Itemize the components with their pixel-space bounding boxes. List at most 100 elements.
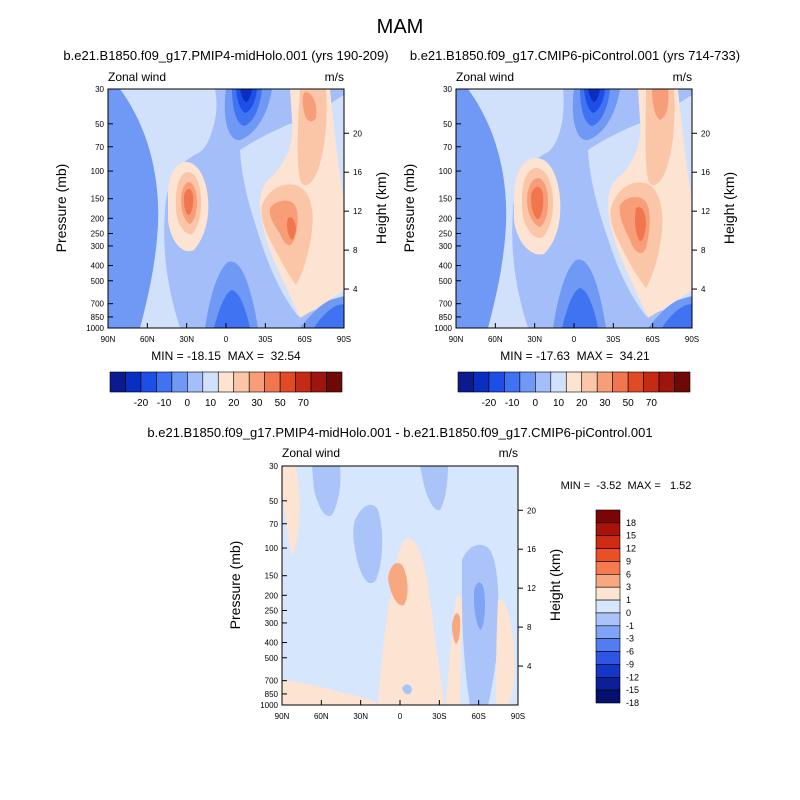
colorbar-swatch xyxy=(658,371,675,393)
y-tick-label: 250 xyxy=(439,230,453,239)
colorbar-swatch xyxy=(326,371,343,393)
colorbar-label: 10 xyxy=(205,398,217,409)
colorbar-swatch xyxy=(595,535,621,549)
x-tick-label: 60S xyxy=(646,335,660,344)
y-tick-label: 300 xyxy=(439,242,453,251)
x-tick-label: 0 xyxy=(572,335,577,344)
panel-c-ylabel: Pressure (mb) xyxy=(227,541,243,630)
x-tick-label: 60N xyxy=(314,712,329,721)
y-right-tick-label: 8 xyxy=(353,246,358,255)
colorbar-label: 15 xyxy=(626,531,636,541)
colorbar-swatch xyxy=(535,371,552,393)
colorbar-label: 3 xyxy=(626,582,631,592)
y-tick-label: 700 xyxy=(439,300,453,309)
x-tick-label: 60N xyxy=(488,335,503,344)
panel-a-colorbar: -20 -10 0 10 20 30 50 70 xyxy=(109,371,343,409)
panel-b-right-label: m/s xyxy=(673,70,692,84)
y-right-tick-label: 12 xyxy=(527,584,536,593)
y-tick-label: 300 xyxy=(91,242,105,251)
y-tick-label: 500 xyxy=(439,277,453,286)
colorbar-label: 30 xyxy=(251,398,263,409)
colorbar-swatch xyxy=(519,371,536,393)
x-tick-label: 90S xyxy=(511,712,525,721)
colorbar-swatch xyxy=(171,371,188,393)
y-tick-label: 1000 xyxy=(434,324,452,333)
panel-b: b.e21.B1850.f09_g17.CMIP6-piControl.001 … xyxy=(401,48,740,409)
colorbar-swatch xyxy=(595,599,621,614)
y-right-tick-label: 16 xyxy=(701,168,710,177)
panel-b-axes: 30 50 70 100 150 200 250 300 400 500 700 850 1000 20 1… xyxy=(434,85,710,344)
colorbar-swatch xyxy=(612,371,629,393)
y-right-tick-label: 12 xyxy=(353,207,362,216)
panel-a-contours xyxy=(108,89,344,328)
colorbar-label: -15 xyxy=(626,685,639,695)
y-tick-label: 700 xyxy=(265,677,279,686)
y-tick-label: 30 xyxy=(95,85,104,94)
y-tick-label: 70 xyxy=(443,143,452,152)
y-tick-label: 850 xyxy=(265,690,279,699)
colorbar-swatch xyxy=(565,371,583,393)
x-tick-label: 30N xyxy=(527,335,542,344)
x-tick-label: 90N xyxy=(101,335,116,344)
colorbar-swatch xyxy=(595,625,621,639)
colorbar-swatch xyxy=(156,371,173,393)
y-tick-label: 250 xyxy=(91,230,105,239)
colorbar-swatch xyxy=(233,371,250,393)
panel-c-stats: MIN = -3.52 MAX = 1.52 xyxy=(561,480,692,492)
y-tick-label: 30 xyxy=(269,462,278,471)
y-tick-label: 850 xyxy=(439,313,453,322)
colorbar-label: 70 xyxy=(646,398,658,409)
panel-c-contours xyxy=(282,466,518,705)
y-tick-label: 150 xyxy=(439,195,453,204)
panel-a-ylabel: Pressure (mb) xyxy=(53,164,69,253)
colorbar-label: 10 xyxy=(553,398,565,409)
panel-c-colorbar: 18 15 12 9 6 3 1 0 -1 -3 -6 -9 -12 -15 -18 xyxy=(595,509,639,708)
panel-c-right-label: m/s xyxy=(499,446,518,460)
colorbar-swatch xyxy=(595,586,621,601)
y-tick-label: 400 xyxy=(91,262,105,271)
panel-c-left-label: Zonal wind xyxy=(282,446,340,460)
colorbar-swatch xyxy=(140,371,157,393)
x-tick-label: 30S xyxy=(432,712,446,721)
colorbar-label: -6 xyxy=(626,647,634,657)
y-tick-label: 70 xyxy=(95,143,104,152)
colorbar-swatch xyxy=(595,574,621,588)
y-tick-label: 300 xyxy=(265,619,279,628)
colorbar-label: -10 xyxy=(157,398,172,409)
colorbar-label: 70 xyxy=(298,398,310,409)
colorbar-swatch xyxy=(217,371,235,393)
y-tick-label: 50 xyxy=(95,120,104,129)
colorbar-label: -18 xyxy=(626,698,639,708)
x-tick-label: 90S xyxy=(685,335,699,344)
colorbar-swatch xyxy=(504,371,521,393)
panel-b-title: b.e21.B1850.f09_g17.CMIP6-piControl.001 … xyxy=(410,48,740,63)
x-tick-label: 0 xyxy=(398,712,403,721)
figure-title: MAM xyxy=(377,16,424,38)
y-tick-label: 100 xyxy=(439,167,453,176)
x-tick-label: 0 xyxy=(224,335,229,344)
colorbar-swatch xyxy=(248,371,265,393)
colorbar-swatch xyxy=(488,371,505,393)
colorbar-swatch xyxy=(674,371,691,393)
y-tick-label: 150 xyxy=(265,572,279,581)
y-right-tick-label: 20 xyxy=(527,506,536,515)
colorbar-label: -1 xyxy=(626,621,634,631)
y-tick-label: 1000 xyxy=(86,324,104,333)
colorbar-label: 1 xyxy=(626,595,631,605)
y-right-tick-label: 20 xyxy=(353,129,362,138)
panel-b-ylabel: Pressure (mb) xyxy=(401,164,417,253)
colorbar-label: 20 xyxy=(576,398,588,409)
colorbar-swatch xyxy=(627,371,644,393)
x-tick-label: 90S xyxy=(337,335,351,344)
y-tick-label: 200 xyxy=(91,214,105,223)
y-tick-label: 200 xyxy=(439,214,453,223)
panel-a: b.e21.B1850.f09_g17.PMIP4-midHolo.001 (y… xyxy=(53,48,389,409)
colorbar-label: 12 xyxy=(626,544,636,554)
colorbar-swatch xyxy=(596,371,613,393)
y-tick-label: 500 xyxy=(91,277,105,286)
y-tick-label: 500 xyxy=(265,654,279,663)
colorbar-swatch xyxy=(595,689,621,704)
colorbar-swatch xyxy=(595,561,621,575)
colorbar-swatch xyxy=(125,371,142,393)
